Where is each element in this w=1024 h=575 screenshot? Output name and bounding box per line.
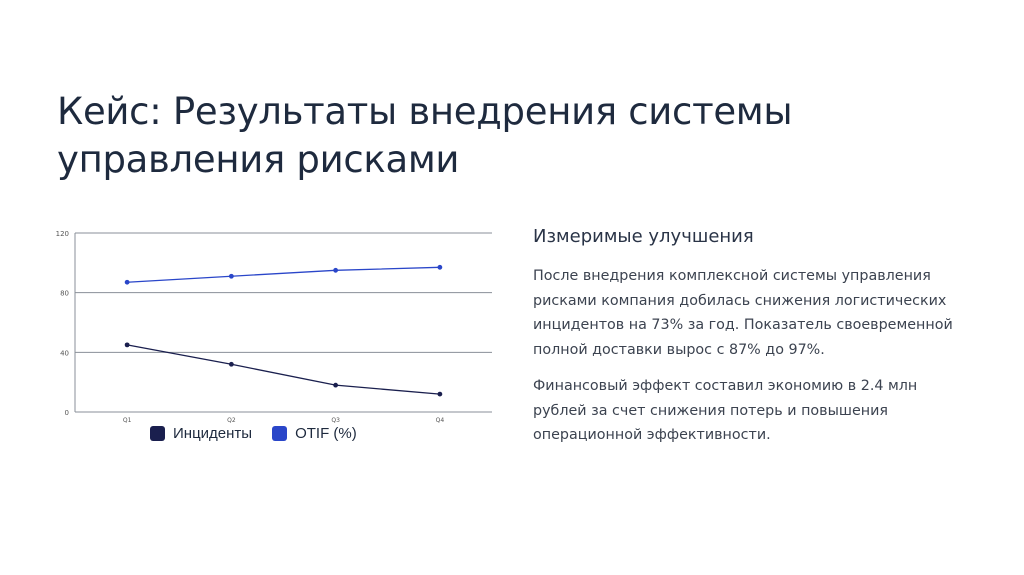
legend-item-incidents: Инциденты	[150, 425, 252, 442]
data-point-s0-1	[228, 361, 234, 367]
legend-swatch-otif	[272, 425, 288, 441]
chart-svg: 0 40 80 120 Q1 Q2 Q3 Q4	[56, 230, 492, 424]
panel-heading: Измеримые улучшения	[533, 226, 754, 247]
panel-paragraph-1: После внедрения комплексной системы упра…	[533, 268, 953, 358]
data-point-s1-3	[437, 264, 443, 270]
y-tick-label: 40	[60, 349, 69, 357]
data-point-s0-3	[437, 391, 443, 397]
line-chart: 0 40 80 120 Q1 Q2 Q3 Q4	[55, 224, 505, 444]
series-line-0	[127, 344, 440, 395]
y-tick-label: 80	[60, 290, 69, 298]
x-tick-label: Q4	[436, 417, 445, 424]
x-tick-label: Q3	[331, 417, 340, 424]
data-point-s0-0	[124, 342, 130, 348]
legend-item-otif: OTIF (%)	[272, 425, 357, 442]
slide-title-line-1: Кейс: Результаты внедрения системы	[57, 90, 793, 133]
legend-label-incidents: Инциденты	[173, 424, 253, 442]
panel-paragraph-2: Финансовый эффект составил экономию в 2.…	[533, 378, 918, 443]
x-tick-label: Q1	[123, 417, 132, 424]
data-point-s1-0	[124, 279, 130, 285]
y-tick-label: 0	[65, 409, 69, 417]
data-point-s0-2	[333, 382, 339, 388]
x-tick-label: Q2	[227, 417, 236, 424]
series-line-1	[127, 266, 440, 283]
text-panel: Измеримые улучшения После внедрения комп…	[533, 224, 973, 460]
slide-title: Кейс: Результаты внедрения системы управ…	[57, 88, 957, 184]
legend-label-otif: OTIF (%)	[295, 424, 357, 442]
legend-swatch-incidents	[150, 425, 165, 441]
data-point-s1-1	[228, 273, 234, 279]
chart-legend: Инциденты OTIF (%)	[150, 422, 377, 444]
slide-title-line-2: управления рисками	[57, 138, 460, 181]
y-tick-label: 120	[56, 230, 69, 238]
data-point-s1-2	[333, 267, 339, 273]
